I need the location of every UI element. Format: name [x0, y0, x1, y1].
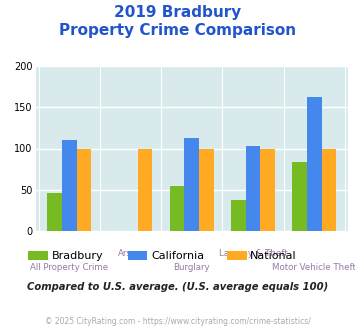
Bar — [184, 138, 199, 231]
Text: Motor Vehicle Theft: Motor Vehicle Theft — [272, 263, 355, 272]
Bar — [307, 96, 322, 231]
Text: © 2025 CityRating.com - https://www.cityrating.com/crime-statistics/: © 2025 CityRating.com - https://www.city… — [45, 317, 310, 326]
Text: National: National — [250, 251, 297, 261]
Bar — [322, 148, 336, 231]
Bar — [62, 140, 77, 231]
Bar — [246, 146, 260, 231]
Bar — [231, 200, 246, 231]
Text: Arson: Arson — [118, 249, 143, 258]
Text: Bradbury: Bradbury — [51, 251, 103, 261]
Bar — [138, 148, 153, 231]
Text: 2019 Bradbury: 2019 Bradbury — [114, 5, 241, 20]
Text: All Property Crime: All Property Crime — [30, 263, 108, 272]
Text: California: California — [151, 251, 204, 261]
Bar — [170, 185, 184, 231]
Bar — [292, 162, 307, 231]
Text: Property Crime Comparison: Property Crime Comparison — [59, 23, 296, 38]
Bar — [199, 148, 214, 231]
Text: Compared to U.S. average. (U.S. average equals 100): Compared to U.S. average. (U.S. average … — [27, 282, 328, 292]
Bar — [47, 193, 62, 231]
Text: Larceny & Theft: Larceny & Theft — [219, 249, 287, 258]
Text: Burglary: Burglary — [173, 263, 210, 272]
Bar — [77, 148, 91, 231]
Bar — [260, 148, 275, 231]
